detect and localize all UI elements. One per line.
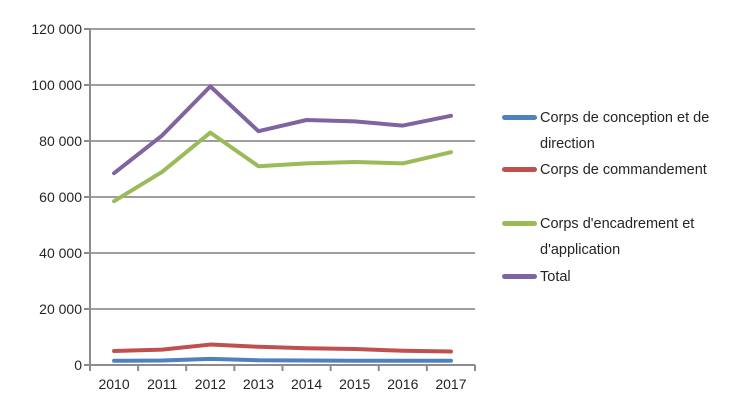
x-axis-label-2016: 2016 [387, 376, 419, 392]
legend-label: Corps de conception et de direction [540, 110, 710, 152]
legend-item-total: Total [502, 264, 571, 290]
x-axis-label-2011: 2011 [147, 376, 178, 392]
x-axis-label-2017: 2017 [435, 376, 467, 392]
y-axis-label-20000: 20 000 [39, 301, 82, 317]
legend-label: Total [540, 269, 571, 285]
y-axis-label-120000: 120 000 [31, 21, 82, 37]
legend-line-swatch-icon [502, 274, 537, 279]
legend-label: Corps d'encadrement et d'application [540, 216, 695, 258]
y-axis-label-40000: 40 000 [39, 245, 82, 261]
x-axis-label-2010: 2010 [98, 376, 130, 392]
series-line-corps-de-commandement [112, 342, 453, 354]
legend-line-swatch-icon [502, 221, 537, 226]
legend-label: Corps de commandement [540, 162, 707, 178]
x-axis-label-2015: 2015 [339, 376, 371, 392]
x-axis-label-2012: 2012 [194, 376, 226, 392]
legend-item-corps-de-conception-et-de-direction: Corps de conception et de direction [502, 105, 750, 157]
legend-item-corps-de-commandement: Corps de commandement [502, 157, 707, 183]
series-line-corps-de-conception-et-de-direction [112, 356, 453, 363]
legend-line-swatch-icon [502, 167, 537, 172]
legend-line-swatch-icon [502, 115, 537, 120]
series-line-total [112, 84, 453, 176]
y-axis-label-100000: 100 000 [31, 77, 82, 93]
legend-item-corps-d-encadrement-et-d-application: Corps d'encadrement et d'application [502, 211, 750, 263]
y-axis-label-60000: 60 000 [39, 189, 82, 205]
y-axis-label-80000: 80 000 [39, 133, 82, 149]
series-line-corps-d-encadrement-et-d-application [112, 130, 453, 204]
x-axis-label-2013: 2013 [242, 376, 275, 392]
y-axis-label-0: 0 [74, 357, 82, 373]
x-axis-label-2014: 2014 [290, 376, 323, 392]
